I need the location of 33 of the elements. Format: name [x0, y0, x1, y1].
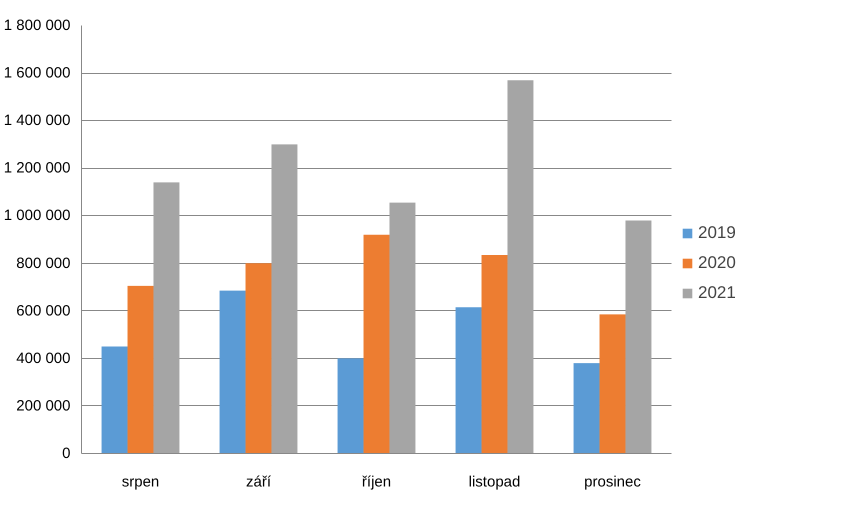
y-tick-label: 1 600 000	[4, 64, 71, 82]
legend-label: 2020	[698, 253, 736, 273]
y-tick-label: 1 400 000	[4, 112, 71, 130]
y-tick-label: 200 000	[16, 397, 71, 414]
x-tick-label: listopad	[468, 474, 520, 490]
bar	[102, 346, 128, 454]
y-tick-label: 0	[62, 445, 70, 462]
y-tick-label: 1 200 000	[4, 160, 71, 177]
x-tick-label: prosinec	[584, 474, 642, 490]
legend-label: 2021	[698, 283, 736, 303]
bar	[389, 202, 416, 454]
x-tick-label: září	[246, 474, 272, 490]
bar	[220, 290, 246, 454]
y-tick-label: 800 000	[16, 254, 71, 272]
y-tick-label: 1 000 000	[4, 207, 71, 224]
legend-label: 2019	[698, 223, 736, 243]
bar	[482, 254, 508, 454]
bar	[271, 144, 298, 454]
bar	[153, 182, 180, 454]
y-tick-label: 400 000	[16, 350, 71, 367]
bar	[364, 234, 390, 454]
bar	[456, 307, 482, 454]
y-tick-label: 1 800 000	[4, 17, 71, 34]
bar	[625, 220, 652, 454]
y-tick-label: 600 000	[16, 302, 71, 320]
bar	[128, 286, 154, 454]
bar	[600, 314, 626, 454]
x-tick-label: srpen	[122, 474, 160, 490]
bar	[574, 363, 600, 454]
bar	[246, 263, 272, 454]
bar	[338, 358, 364, 454]
bar	[507, 80, 534, 454]
x-tick-label: říjen	[362, 474, 392, 490]
